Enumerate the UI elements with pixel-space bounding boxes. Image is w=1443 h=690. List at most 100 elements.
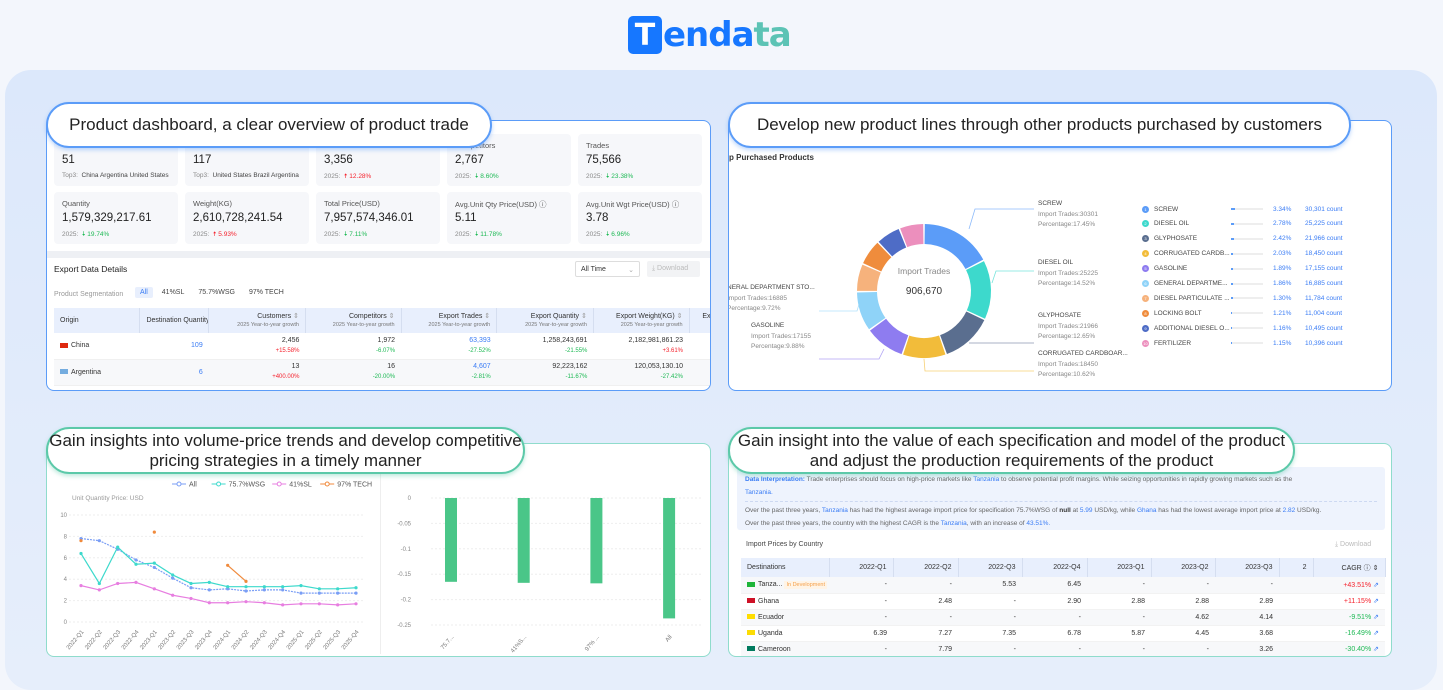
callout-line <box>968 208 1034 230</box>
rank-badge-icon: 3 <box>1142 235 1149 243</box>
donut-center-label: Import Trades <box>897 266 951 276</box>
caption-products: Develop new product lines through other … <box>728 102 1351 148</box>
column-header[interactable]: Destination Quantity ⇕ <box>139 308 210 333</box>
table-row[interactable]: Ghana -2.48-2.90 2.88 2.88 2.89 +11.15% ⇗ <box>741 593 1385 610</box>
x-tick-label: 75.7... <box>440 634 456 651</box>
donut-slice[interactable] <box>924 224 984 270</box>
segment-tab[interactable]: 75.7%WSG <box>198 289 235 296</box>
y-tick-label: -0.25 <box>397 623 411 629</box>
segment-tab[interactable]: 41%SL <box>161 289 185 296</box>
trend-chart-icon[interactable]: ⇗ <box>1373 598 1379 605</box>
column-header[interactable]: 2023-Q3 <box>1215 558 1280 577</box>
segment-tab[interactable]: 97% TECH <box>248 289 284 296</box>
download-button[interactable]: ⤓ Download <box>647 261 700 277</box>
caption-price-trends: Gain insights into volume-price trends a… <box>46 427 525 474</box>
table-row[interactable]: Tanza... In Development - -5.53 6.45- - - +43.… <box>741 577 1385 594</box>
donut-slice[interactable] <box>966 261 991 319</box>
caption-dashboard: Product dashboard, a clear overview of p… <box>46 102 492 148</box>
callout-line <box>923 358 1034 372</box>
caption-specifications: Gain insight into the value of each spec… <box>728 427 1295 474</box>
column-header[interactable]: 2023-Q2 <box>1151 558 1216 577</box>
donut-slice[interactable] <box>863 242 892 272</box>
table-row[interactable]: Argentina 6 13 +400.00% 16 -20.00% 4,607 -2.81%… <box>54 359 710 386</box>
data-point <box>354 602 358 606</box>
trend-chart-icon[interactable]: ⇗ <box>1373 646 1379 653</box>
table-row[interactable]: Ecuador - - - - -4.62 4.14 -9.51% ⇗ <box>741 609 1385 626</box>
product-legend-item[interactable]: 3 GLYPHOSATE 2.42% 21,966 count <box>1142 232 1382 246</box>
column-header[interactable]: 2 <box>1279 558 1314 577</box>
data-point <box>244 589 248 593</box>
column-header[interactable]: 2022-Q4 <box>1022 558 1088 577</box>
donut-slice[interactable] <box>940 311 985 354</box>
panel-title: p Purchased Products <box>729 153 814 162</box>
legend-item: 41%SL <box>272 481 312 489</box>
segment-tab[interactable]: All <box>135 287 153 298</box>
column-header[interactable]: CAGR ⓘ ⇕ <box>1313 558 1386 577</box>
x-tick-label: 41%S... <box>510 634 528 654</box>
donut-slice[interactable] <box>857 292 886 330</box>
column-header[interactable]: 2023-Q1 <box>1087 558 1152 577</box>
time-range-select[interactable]: All Time ⌄ <box>575 261 640 277</box>
download-button[interactable]: ⤓ Download <box>1335 541 1372 548</box>
trend-chart-icon[interactable]: ⇗ <box>1373 630 1379 637</box>
svg-text:All: All <box>189 482 197 489</box>
callout-line <box>991 270 1034 284</box>
column-header[interactable]: Export Trades ⇕ 2025 Year-to-year growth <box>401 308 498 333</box>
donut-slice[interactable] <box>869 318 909 355</box>
flag-icon <box>747 646 755 652</box>
data-interpretation: Data Interpretation: Trade enterprises s… <box>737 467 1385 530</box>
trend-chart-icon[interactable]: ⇗ <box>1373 614 1379 621</box>
trend-down-icon: 🠇 <box>343 231 348 238</box>
table-row[interactable]: China 109 2,456 +15.58% 1,972 -6.07% 63,393 -27… <box>54 333 710 360</box>
kpi-card: Quantity 1,579,329,217.61 2025: 🠇 19.74% <box>54 192 178 244</box>
data-point <box>354 591 358 595</box>
column-header[interactable]: 2022-Q3 <box>958 558 1023 577</box>
product-legend-item[interactable]: 2 DIESEL OIL 2.78% 25,225 count <box>1142 217 1382 231</box>
flag-icon <box>60 369 68 375</box>
svg-text:97% TECH: 97% TECH <box>337 482 372 489</box>
rank-badge-icon: 9 <box>1142 324 1149 332</box>
purchased-products-panel: p Purchased Products Import Trades 906,6… <box>728 120 1392 391</box>
x-tick-label: 2024-Q4 <box>268 629 288 651</box>
table-row[interactable]: Cameroon -7.79- - - -3.26 -30.40% ⇗ <box>741 641 1385 656</box>
donut-slice[interactable] <box>857 264 881 291</box>
donut-slice[interactable] <box>903 335 946 358</box>
donut-slice[interactable] <box>878 228 907 257</box>
column-header[interactable]: 2022-Q1 <box>829 558 894 577</box>
column-header[interactable]: Competitors ⇕ 2025 Year-to-year growth <box>305 308 402 333</box>
trend-down-icon: 🠇 <box>81 231 86 238</box>
bar[interactable] <box>663 498 676 619</box>
flag-icon <box>747 614 755 620</box>
y-tick-label: 6 <box>64 556 68 562</box>
bar[interactable] <box>445 498 457 582</box>
column-header[interactable]: Export Total ⇕2025 Year-to <box>689 308 710 333</box>
svg-text:41%SL: 41%SL <box>289 482 312 489</box>
trend-chart-icon[interactable]: ⇗ <box>1373 581 1379 589</box>
product-legend-item[interactable]: 10 FERTILIZER 1.15% 10,396 count <box>1142 339 1343 347</box>
product-legend-item[interactable]: 8 LOCKING BOLT 1.21% 11,004 count <box>1142 306 1382 320</box>
column-header[interactable]: 2022-Q2 <box>893 558 959 577</box>
x-tick-label: 2023-Q1 <box>139 629 159 651</box>
product-legend-item[interactable]: 5 GASOLINE 1.89% 17,155 count <box>1142 262 1382 276</box>
column-header[interactable]: Origin <box>54 308 141 333</box>
donut-slice[interactable] <box>900 224 924 248</box>
bar[interactable] <box>517 498 530 583</box>
rank-badge-icon: 6 <box>1142 280 1149 287</box>
product-legend-item[interactable]: 1 SCREW 3.34% 30,301 count <box>1142 202 1382 216</box>
column-header[interactable]: Export Quantity ⇕ 2025 Year-to-year growt… <box>496 308 594 333</box>
product-legend-item[interactable]: 9 ADDITIONAL DIESEL O... 1.16% 10,495 count <box>1142 321 1382 335</box>
column-header[interactable]: Destinations <box>741 558 830 577</box>
series-line <box>80 581 357 606</box>
y-tick-label: -0.2 <box>401 598 412 604</box>
table-row[interactable]: Uganda 6.39 7.27 7.35 6.78 5.87 4.45 3.68 -16.49… <box>741 625 1385 642</box>
column-header[interactable]: Export Weight(KG) ⇕ 2025 Year-to-year gro… <box>593 308 690 333</box>
product-legend-item[interactable]: 4 CORRUGATED CARDB... 2.03% 18,450 count <box>1142 247 1382 261</box>
y-tick-label: 0 <box>408 496 412 502</box>
product-legend-item[interactable]: 6 GENERAL DEPARTME... 1.86% 16,885 count <box>1142 277 1382 291</box>
column-header[interactable]: Customers ⇕ 2025 Year-to-year growth <box>208 308 306 333</box>
trend-down-icon: 🠇 <box>605 231 610 238</box>
y-tick-label: -0.15 <box>397 572 411 578</box>
product-legend-item[interactable]: 7 DIESEL PARTICULATE ... 1.30% 11,784 count <box>1142 291 1382 305</box>
bar[interactable] <box>590 498 603 584</box>
